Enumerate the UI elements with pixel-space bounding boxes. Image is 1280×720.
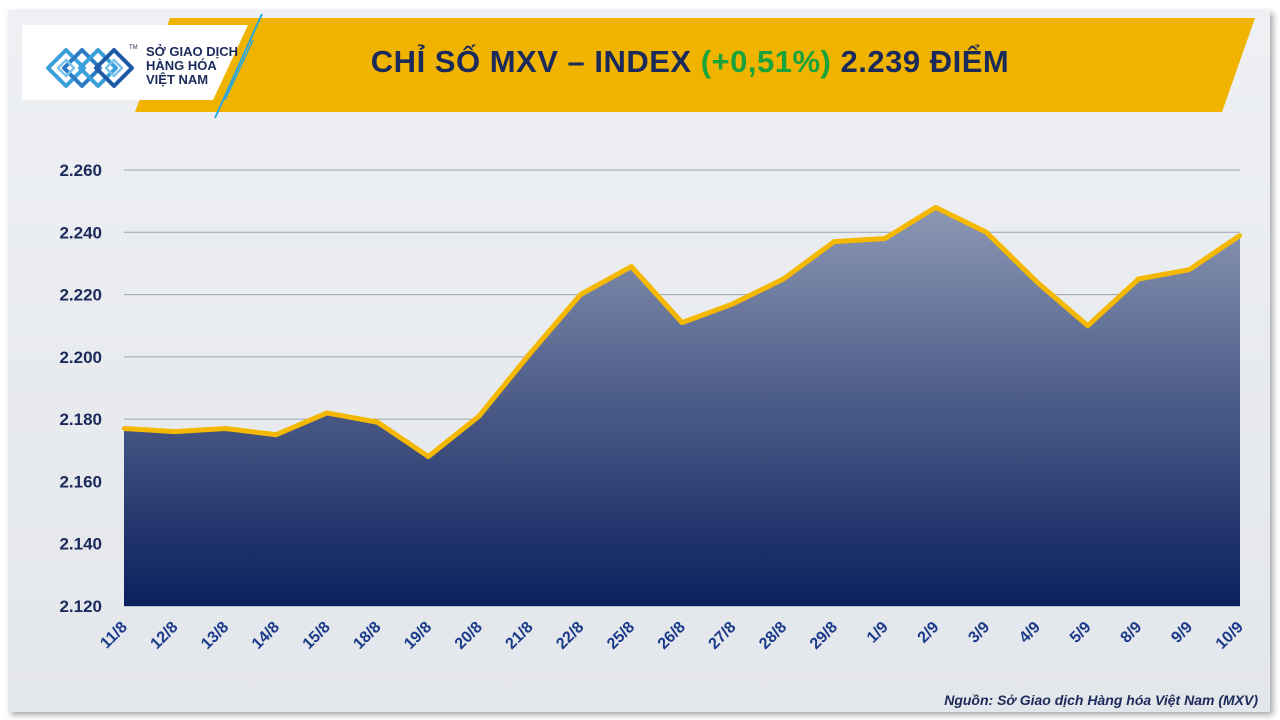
x-tick-label: 8/9	[1118, 619, 1146, 647]
data-point	[274, 432, 279, 437]
x-tick-label: 22/8	[553, 619, 587, 653]
x-tick-label: 14/8	[249, 619, 283, 653]
data-point	[477, 414, 482, 419]
title-prefix: CHỈ SỐ MXV – INDEX	[370, 44, 692, 79]
title-change: (+0,51%)	[700, 44, 832, 79]
banner-yellow	[135, 18, 1255, 112]
x-tick-label: 21/8	[503, 619, 537, 653]
y-tick-label: 2.240	[59, 223, 102, 242]
data-point	[1238, 233, 1242, 238]
title-suffix: 2.239 ĐIỂM	[840, 44, 1010, 79]
banner-accent-line-2	[224, 39, 254, 101]
x-tick-label: 4/9	[1016, 619, 1044, 647]
x-tick-label: 26/8	[655, 619, 689, 653]
x-tick-label: 29/8	[807, 619, 841, 653]
y-tick-label: 2.220	[59, 286, 102, 305]
x-tick-label: 5/9	[1067, 619, 1095, 647]
x-tick-label: 25/8	[604, 619, 638, 653]
data-point	[1136, 277, 1141, 281]
logo-tm: TM	[129, 45, 138, 51]
data-point	[527, 351, 532, 356]
x-tick-label: 19/8	[401, 619, 435, 653]
data-point	[324, 410, 329, 415]
x-tick-label: 11/8	[97, 619, 130, 652]
series-area	[124, 207, 1240, 606]
x-tick-label: 1/9	[864, 619, 892, 647]
data-point	[122, 426, 126, 431]
x-tick-label: 27/8	[706, 619, 740, 653]
data-point	[426, 454, 431, 459]
x-tick-label: 12/8	[148, 619, 182, 653]
data-point	[1085, 323, 1090, 328]
y-tick-label: 2.200	[59, 348, 102, 367]
x-axis-ticks: 11/8 12/8 13/8 14/8 15/8 18/8 19/8 20/8 21/8 22/8…	[97, 619, 1246, 653]
data-point	[882, 236, 887, 241]
logo-line-2: HÀNG HÓA	[146, 58, 217, 73]
y-tick-label: 2.140	[59, 535, 102, 554]
data-point	[781, 277, 786, 281]
chart-title: CHỈ SỐ MXV – INDEX (+0,51%) 2.239 ĐIỂM	[300, 44, 1080, 80]
y-tick-label: 2.120	[59, 597, 102, 616]
logo-text: SỞ GIAO DỊCH HÀNG HÓA VIỆT NAM	[146, 45, 238, 87]
x-tick-label: 10/9	[1213, 619, 1247, 653]
x-tick-label: 18/8	[350, 619, 384, 653]
y-tick-label: 2.180	[59, 410, 102, 429]
x-tick-label: 15/8	[300, 619, 334, 653]
data-point	[375, 420, 380, 425]
x-tick-label: 13/8	[198, 619, 232, 653]
y-tick-label: 2.260	[59, 161, 102, 180]
data-point	[1187, 267, 1192, 272]
logo-line-3: VIỆT NAM	[146, 72, 209, 87]
data-point	[578, 292, 583, 297]
x-tick-label: 2/9	[915, 619, 943, 647]
x-tick-label: 3/9	[965, 619, 993, 647]
y-axis-ticks: 2.120 2.140 2.160 2.180 2.200 2.220 2.240 2.260	[59, 161, 102, 616]
data-point	[984, 230, 989, 235]
data-point	[680, 320, 684, 325]
source-note: Nguồn: Sở Giao dịch Hàng hóa Việt Nam (M…	[944, 692, 1258, 708]
x-tick-label: 9/9	[1168, 619, 1196, 647]
data-point	[933, 205, 938, 210]
area-fill-layer	[124, 207, 1240, 606]
x-tick-label: 20/8	[452, 619, 486, 653]
data-point	[223, 426, 228, 431]
data-point	[629, 264, 634, 269]
data-point	[1035, 280, 1040, 285]
data-point	[172, 429, 177, 434]
y-tick-label: 2.160	[59, 472, 102, 491]
series-line-layer	[122, 204, 1242, 460]
x-tick-label: 28/8	[756, 619, 790, 653]
logo-line-1: SỞ GIAO DỊCH	[146, 44, 238, 59]
data-point	[730, 301, 735, 306]
banner-accent-line	[214, 13, 263, 119]
data-point	[832, 239, 837, 244]
mxv-logo-icon	[46, 48, 134, 88]
